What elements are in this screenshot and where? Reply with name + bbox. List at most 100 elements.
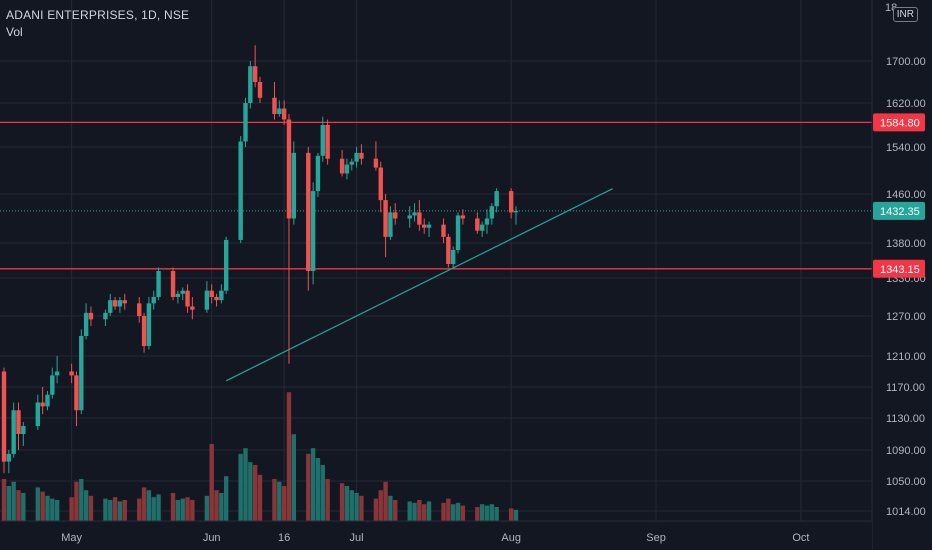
candle-body bbox=[315, 155, 321, 192]
candle-body bbox=[35, 402, 41, 426]
volume-bar bbox=[320, 465, 325, 521]
volume-bar bbox=[325, 479, 330, 521]
candle-body bbox=[74, 375, 79, 411]
volume-bar bbox=[74, 481, 79, 521]
time-tick-label: Jun bbox=[203, 532, 221, 544]
candle-body bbox=[344, 164, 350, 174]
volume-bar bbox=[484, 505, 490, 521]
candle-body bbox=[156, 271, 161, 297]
volume-bar bbox=[54, 500, 60, 521]
volume-bar bbox=[50, 498, 55, 521]
candle-body bbox=[286, 119, 292, 219]
volume-bar bbox=[180, 498, 185, 521]
trendline-segment bbox=[225, 188, 613, 382]
candle-body bbox=[88, 312, 94, 320]
candle-body bbox=[417, 212, 422, 225]
candle-body bbox=[214, 297, 219, 301]
volume-bar bbox=[339, 483, 345, 521]
candle-body bbox=[83, 312, 89, 336]
volume-bar bbox=[190, 500, 195, 521]
price-tick-label: 1380.00 bbox=[886, 238, 926, 250]
candle-body bbox=[354, 152, 359, 162]
time-tick-label: 16 bbox=[278, 532, 290, 544]
symbol-title[interactable]: ADANI ENTERPRISES, 1D, NSE bbox=[6, 8, 190, 22]
candle-body bbox=[455, 215, 461, 250]
volume-bar bbox=[79, 479, 84, 521]
price-labels: 1584.80 1432.35 1343.15 bbox=[873, 113, 925, 278]
volume-bar bbox=[35, 487, 41, 521]
volume-bar bbox=[257, 474, 263, 521]
volume-bars bbox=[1, 392, 519, 521]
volume-bar bbox=[1, 479, 7, 521]
volume-bar bbox=[252, 465, 258, 521]
volume-bar bbox=[69, 497, 74, 521]
candle-body bbox=[446, 236, 451, 264]
horizontal-lines[interactable] bbox=[0, 121, 872, 270]
candle-body bbox=[185, 290, 190, 307]
price-label-box bbox=[873, 259, 925, 278]
volume-bar bbox=[291, 434, 296, 521]
time-tick-label: Oct bbox=[792, 532, 809, 544]
volume-bar bbox=[214, 490, 219, 521]
time-tick-label: Aug bbox=[501, 532, 521, 544]
volume-bar bbox=[306, 453, 311, 521]
candle-body bbox=[277, 108, 282, 114]
candle-body bbox=[373, 158, 379, 168]
currency-button[interactable]: INR bbox=[892, 7, 918, 22]
candle-body bbox=[180, 290, 185, 294]
candle-body bbox=[412, 212, 417, 216]
volume-bar bbox=[383, 481, 388, 521]
volume-bar bbox=[103, 498, 108, 521]
price-tick-label: 1170.00 bbox=[886, 382, 925, 394]
volume-bar bbox=[108, 500, 113, 521]
volume-bar bbox=[277, 481, 282, 521]
candle-body bbox=[320, 125, 325, 156]
volume-legend[interactable]: Vol bbox=[6, 25, 23, 39]
volume-bar bbox=[349, 490, 354, 521]
price-label-text: 1584.80 bbox=[880, 117, 920, 129]
volume-bar bbox=[243, 448, 248, 521]
volume-bar bbox=[310, 448, 316, 521]
volume-bar bbox=[204, 495, 210, 521]
candle-body bbox=[484, 218, 490, 225]
volume-bar bbox=[354, 493, 359, 521]
price-tick-label: 1050.00 bbox=[886, 476, 926, 488]
volume-bar bbox=[248, 462, 253, 521]
candle-body bbox=[69, 371, 74, 376]
price-tick-label: 1540.00 bbox=[886, 142, 926, 154]
volume-bar bbox=[450, 504, 456, 521]
volume-bar bbox=[219, 493, 224, 521]
volume-bar bbox=[141, 487, 147, 521]
candle-body bbox=[339, 158, 345, 174]
volume-bar bbox=[16, 490, 21, 521]
volume-bar bbox=[137, 498, 142, 521]
candle-body bbox=[45, 394, 50, 407]
price-tick-label: 1210.00 bbox=[886, 351, 926, 363]
price-tick-label: 1620.00 bbox=[886, 98, 926, 110]
candle-body bbox=[475, 218, 480, 231]
candle-body bbox=[479, 224, 485, 231]
candle-body bbox=[21, 426, 26, 434]
volume-bar bbox=[388, 495, 393, 521]
volume-bar bbox=[175, 500, 181, 521]
candle-body bbox=[243, 103, 248, 142]
candle-body bbox=[170, 271, 176, 297]
volume-bar bbox=[378, 490, 383, 521]
candle-body bbox=[79, 336, 84, 411]
time-axis[interactable]: May Jun 16 Jul Aug Sep Oct bbox=[0, 520, 872, 550]
candle-body bbox=[137, 303, 142, 316]
volume-bar bbox=[446, 498, 451, 521]
volume-bar bbox=[489, 504, 495, 521]
volume-bar bbox=[170, 493, 176, 521]
candle-body bbox=[325, 125, 330, 159]
candle-body bbox=[223, 239, 229, 291]
candle-body bbox=[422, 224, 427, 228]
candle-body bbox=[248, 66, 253, 103]
candle-body bbox=[151, 297, 156, 304]
trendline[interactable] bbox=[225, 188, 613, 382]
volume-bar bbox=[455, 502, 461, 521]
price-label-box bbox=[873, 201, 925, 220]
volume-bar bbox=[45, 495, 50, 521]
volume-bar bbox=[494, 507, 499, 521]
